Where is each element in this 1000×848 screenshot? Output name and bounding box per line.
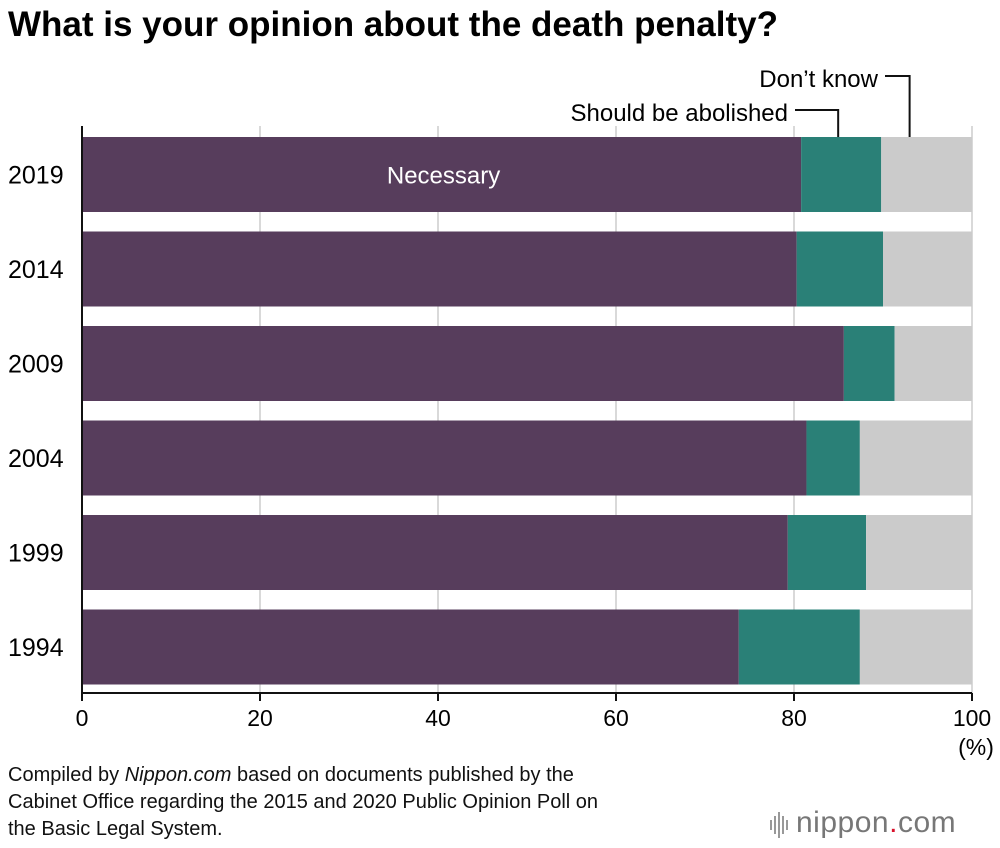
- source-note: Compiled by Nippon.com based on document…: [8, 764, 599, 840]
- source-line2: Cabinet Office regarding the 2015 and 20…: [8, 791, 599, 813]
- bar-segment: [859, 609, 972, 685]
- series-label-dont-know: Don’t know: [759, 66, 878, 93]
- source-publisher: Nippon.com: [124, 764, 232, 786]
- category-label: 2019: [8, 162, 64, 190]
- bar-segment: [82, 609, 739, 685]
- bar-segment: [843, 326, 895, 401]
- gridlines: [259, 126, 973, 693]
- bar-segment: [82, 137, 802, 212]
- nippon-logo: nippon.com: [770, 806, 956, 841]
- source-line3: the Basic Legal System.: [8, 818, 223, 840]
- bar-segment: [82, 515, 788, 590]
- chart-title: What is your opinion about the death pen…: [8, 5, 778, 44]
- category-label: 1994: [8, 634, 64, 662]
- category-label: 1999: [8, 540, 64, 568]
- bar-segment: [796, 231, 883, 307]
- x-tick-label: 0: [76, 705, 89, 731]
- bar-segment: [894, 326, 972, 401]
- bar-segment: [82, 420, 807, 496]
- x-axis: 0 20 40 60 80 100 (%): [76, 126, 994, 760]
- bar-segment: [801, 137, 882, 212]
- bar-segment: [866, 515, 972, 590]
- stacked-bar-chart: What is your opinion about the death pen…: [8, 5, 994, 760]
- logo-bars-icon: [770, 807, 790, 841]
- series-label-abolished: Should be abolished: [570, 100, 788, 127]
- category-labels: 2019 2014 2009 2004 1999 1994: [8, 162, 64, 663]
- bar-segment: [82, 231, 797, 307]
- bar-segment: [859, 420, 972, 496]
- x-tick-label: 20: [247, 705, 273, 731]
- bar-segment: [82, 326, 844, 401]
- category-label: 2004: [8, 445, 64, 473]
- category-label: 2014: [8, 256, 64, 284]
- bars: [82, 137, 972, 685]
- series-label-necessary: Necessary: [387, 163, 500, 190]
- leader-line-abolished: [795, 109, 840, 137]
- bar-segment: [883, 231, 972, 307]
- series-annotations: Necessary Should be abolished Don’t know: [387, 66, 911, 190]
- x-tick-label: 60: [603, 705, 629, 731]
- x-tick-label: 100: [953, 705, 991, 731]
- leader-line-dont-know: [885, 75, 911, 137]
- bar-segment: [881, 137, 972, 212]
- bar-segment: [738, 609, 860, 685]
- bar-segment: [787, 515, 867, 590]
- bar-segment: [806, 420, 860, 496]
- category-label: 2009: [8, 351, 64, 379]
- x-unit-label: (%): [958, 734, 994, 760]
- x-tick-label: 80: [781, 705, 807, 731]
- x-tick-label: 40: [425, 705, 451, 731]
